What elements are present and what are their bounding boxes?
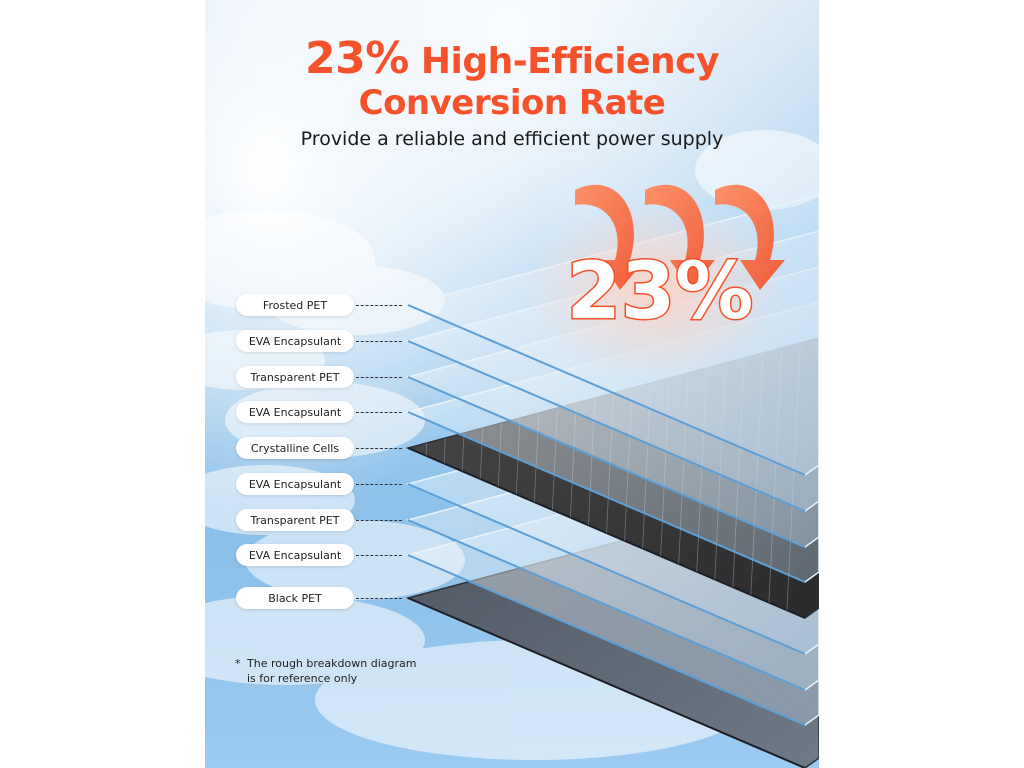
leader-line [356, 377, 402, 378]
arrow-shape [645, 184, 715, 290]
headline-text: High-Efficiency [420, 41, 720, 82]
cell-grid-line [461, 432, 465, 472]
sheet-edge [407, 376, 806, 548]
arrow-shape [715, 184, 785, 290]
leader-line [356, 598, 402, 599]
layer-stack-diagram: 23% [405, 184, 819, 768]
headline-percent: 23% [305, 33, 409, 84]
headline-line1: 23% High-Efficiency [205, 34, 819, 87]
cell-grid-line [443, 437, 446, 464]
infographic-canvas: 23% 23% High-Efficiency Conversion Rate … [205, 0, 819, 768]
efficiency-badge: 23% [567, 247, 754, 337]
leader-line [356, 305, 402, 306]
heat-glow [525, 200, 785, 380]
layer-label: Transparent PET [236, 509, 354, 531]
cell-grid-line [425, 442, 428, 456]
sheet-edge [407, 597, 806, 768]
footnote-line1: The rough breakdown diagram [247, 657, 417, 670]
leader-line [356, 412, 402, 413]
leader-line [356, 484, 402, 485]
leader-line [356, 448, 402, 449]
layer-label: EVA Encapsulant [236, 544, 354, 566]
layer-label: EVA Encapsulant [236, 330, 354, 352]
curved-down-arrow-icon [645, 184, 715, 290]
headline-line2: Conversion Rate [358, 83, 666, 123]
sheet-edge [407, 554, 806, 726]
subtitle: Provide a reliable and efficient power s… [300, 128, 724, 150]
sheet-edge [407, 483, 806, 655]
layer-label: Frosted PET [236, 294, 354, 316]
arrow-shape [575, 184, 645, 290]
leader-line [356, 520, 402, 521]
layer-label: EVA Encapsulant [236, 401, 354, 423]
footnote-marker: * [235, 657, 241, 670]
sheet-edge [407, 304, 806, 476]
layer-label: Transparent PET [236, 366, 354, 388]
curved-down-arrow-icon [715, 184, 785, 290]
layer-label: Black PET [236, 587, 354, 609]
layer-label: EVA Encapsulant [236, 473, 354, 495]
leader-line [356, 341, 402, 342]
leader-line [356, 555, 402, 556]
sheet-edge [407, 411, 806, 583]
footnote: * The rough breakdown diagram is for refe… [235, 656, 435, 686]
sheet-edge [407, 519, 806, 691]
sheet-edge [407, 340, 806, 512]
curved-down-arrow-icon [575, 184, 645, 290]
footnote-line2: is for reference only [247, 672, 358, 685]
layer-label: Crystalline Cells [236, 437, 354, 459]
